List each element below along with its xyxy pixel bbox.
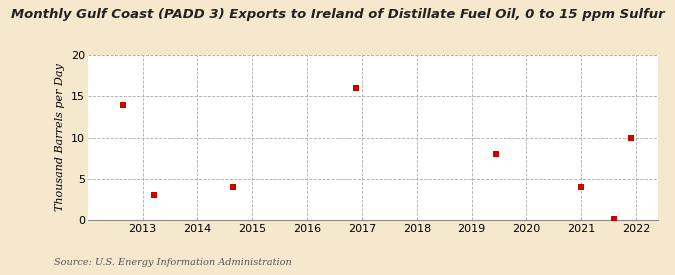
Y-axis label: Thousand Barrels per Day: Thousand Barrels per Day (55, 64, 65, 211)
Point (148, 193, 159, 197)
Text: Source: U.S. Energy Information Administration: Source: U.S. Energy Information Administ… (54, 258, 292, 267)
Text: Monthly Gulf Coast (PADD 3) Exports to Ireland of Distillate Fuel Oil, 0 to 15 p: Monthly Gulf Coast (PADD 3) Exports to I… (11, 8, 664, 21)
Point (609, 217, 620, 221)
Point (227, 185, 238, 189)
Point (118, 102, 129, 107)
Point (625, 135, 636, 140)
Point (351, 86, 362, 90)
Point (491, 152, 502, 156)
Point (576, 185, 587, 189)
